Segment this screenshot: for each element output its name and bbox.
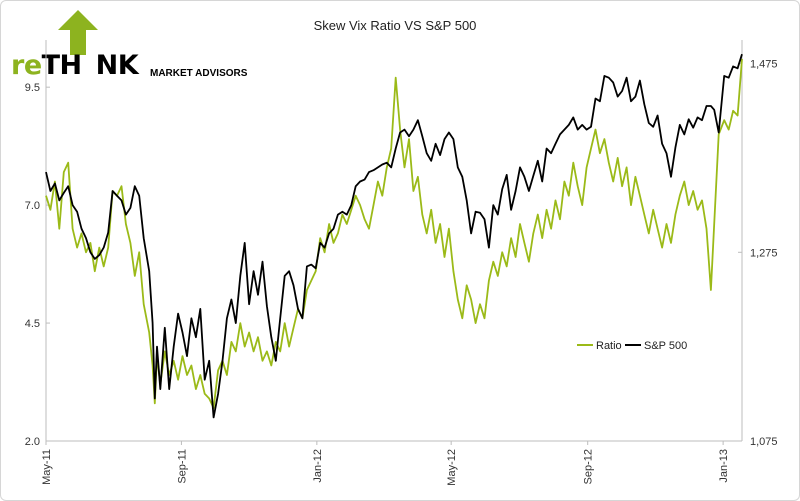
logo-mid: TH [41, 50, 83, 81]
legend: Ratio S&P 500 [577, 340, 687, 352]
logo-wordmark: reTH NK [11, 50, 139, 81]
x-tick-label: Jan-12 [312, 449, 324, 483]
logo-prefix: re [11, 50, 42, 81]
x-tick-label: Sep-12 [583, 449, 595, 484]
x-tick-label: Sep-11 [176, 449, 188, 484]
legend-ratio-label: Ratio [596, 340, 622, 352]
legend-sp500-label: S&P 500 [644, 340, 687, 352]
rethink-logo: reTH NK MARKET ADVISORS [8, 10, 258, 81]
series-line-ratio [45, 58, 743, 409]
logo-tagline: MARKET ADVISORS [150, 68, 248, 79]
series-line-s-p-500 [45, 53, 743, 419]
ticks-layer: 2.0 4.5 7.0 9.5 1,075 1,275 1,475 May-11 Sep-11 J… [25, 59, 778, 486]
up-arrow-logo-icon [58, 10, 98, 55]
y-left-tick-label: 9.5 [25, 82, 40, 94]
x-tick-label: May-12 [446, 449, 458, 486]
y-left-tick-label: 4.5 [25, 318, 40, 330]
x-tick-label: May-11 [41, 449, 53, 485]
x-tick-label: Jan-13 [718, 449, 730, 483]
logo-suffix: NK [95, 50, 139, 81]
y-right-tick-label: 1,075 [750, 436, 778, 448]
series-layer [45, 53, 743, 419]
y-right-tick-label: 1,475 [750, 59, 778, 71]
y-right-tick-label: 1,275 [750, 247, 778, 259]
y-left-tick-label: 2.0 [25, 436, 40, 448]
chart-title: Skew Vix Ratio VS S&P 500 [314, 18, 477, 33]
y-left-tick-label: 7.0 [25, 200, 40, 212]
